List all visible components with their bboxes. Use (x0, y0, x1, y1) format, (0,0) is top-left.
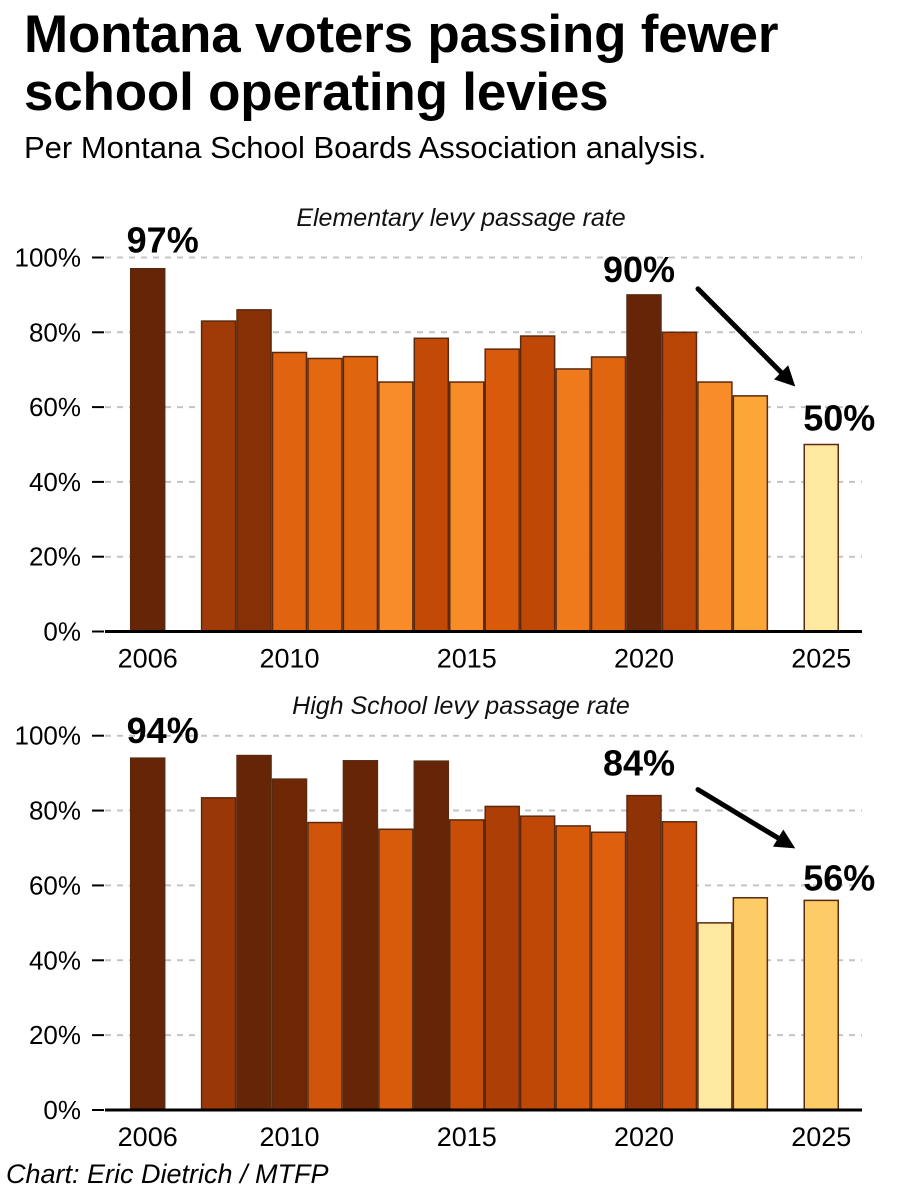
y-axis: 0% 20% 40% 60% 80% 100% (15, 721, 104, 1125)
bar-2009 (236, 754, 272, 1111)
bar-2020 (626, 294, 662, 633)
bar-2011 (307, 821, 343, 1111)
bar-2011 (307, 357, 343, 633)
bar-2023 (732, 395, 769, 633)
y-tick-label: 40% (29, 467, 81, 497)
y-tick-label: 20% (29, 542, 81, 572)
x-tick-label: 2010 (259, 644, 319, 674)
arrow-head-icon (774, 365, 796, 387)
x-tick-label: 2020 (614, 644, 674, 674)
bar-2014 (413, 760, 450, 1111)
panel-title-elementary: Elementary levy passage rate (296, 204, 625, 232)
data-label-2025: 56% (803, 857, 875, 898)
bar-2017 (519, 335, 556, 633)
data-label-2006: 94% (127, 710, 199, 751)
x-tick-label: 2006 (118, 644, 178, 674)
bar-2022 (697, 922, 733, 1111)
x-axis: 2006 2010 2015 2020 2025 (118, 1122, 852, 1152)
chart-credit: Chart: Eric Dietrich / MTFP (6, 1159, 329, 1189)
bar-2023 (732, 897, 769, 1111)
data-label-2006: 97% (127, 220, 199, 261)
bars (129, 754, 839, 1111)
bar-2016 (484, 348, 520, 633)
y-tick-label: 20% (29, 1020, 81, 1050)
x-tick-label: 2020 (614, 1122, 674, 1152)
bar-2010 (271, 351, 308, 633)
x-tick-label: 2015 (437, 644, 497, 674)
bar-2019 (590, 356, 627, 633)
bar-2010 (271, 778, 308, 1111)
panel-title-highschool: High School levy passage rate (292, 692, 630, 720)
trend-arrow (695, 787, 781, 841)
annotations: 97% 90% 50% (127, 220, 876, 439)
bar-2022 (697, 381, 733, 633)
arrow-head-icon (772, 829, 796, 849)
y-tick-label: 100% (15, 243, 82, 273)
bar-2008 (200, 797, 237, 1111)
y-tick-label: 0% (43, 1095, 81, 1125)
bar-2015 (449, 381, 485, 633)
y-tick-label: 80% (29, 317, 81, 347)
x-tick-label: 2025 (791, 1122, 851, 1152)
annotations: 94% 84% 56% (127, 710, 876, 898)
y-tick-label: 100% (15, 721, 82, 751)
y-tick-label: 60% (29, 870, 81, 900)
y-tick-label: 40% (29, 945, 81, 975)
bar-2025 (803, 443, 839, 633)
y-tick-label: 80% (29, 796, 81, 826)
chart-title: Montana voters passing fewer school oper… (24, 5, 779, 122)
x-axis: 2006 2010 2015 2020 2025 (118, 644, 852, 674)
y-tick-label: 60% (29, 392, 81, 422)
bar-2014 (413, 337, 450, 633)
bars (129, 267, 839, 633)
bar-2018 (555, 825, 591, 1111)
highschool-bar-chart: High School levy passage rate 0% 20% 40% 60… (15, 692, 876, 1152)
bar-2025 (803, 899, 839, 1111)
x-tick-label: 2006 (118, 1122, 178, 1152)
bar-2012 (342, 760, 379, 1111)
data-label-2020: 90% (603, 249, 675, 290)
bar-2016 (484, 805, 520, 1111)
y-axis: 0% 20% 40% 60% 80% 100% (15, 243, 104, 647)
y-tick-label: 0% (43, 617, 81, 647)
chart-subtitle: Per Montana School Boards Association an… (24, 130, 707, 165)
x-tick-label: 2025 (791, 644, 851, 674)
bar-2006 (129, 267, 166, 633)
bar-2008 (200, 320, 237, 633)
bar-2009 (236, 309, 272, 633)
bar-2020 (626, 794, 662, 1111)
bar-2013 (378, 381, 414, 633)
elementary-bar-chart: Elementary levy passage rate 0% 20% 40% 60%… (15, 204, 876, 674)
x-tick-label: 2015 (437, 1122, 497, 1152)
bar-2012 (342, 355, 379, 633)
bar-2006 (129, 757, 166, 1111)
bar-2013 (378, 828, 414, 1111)
bar-2017 (519, 815, 556, 1111)
bar-2019 (590, 831, 627, 1111)
data-label-2020: 84% (603, 743, 675, 784)
data-label-2025: 50% (803, 398, 875, 439)
bar-2018 (555, 368, 591, 633)
trend-arrow (695, 286, 784, 375)
bar-2015 (449, 819, 485, 1111)
bar-2021 (661, 331, 698, 633)
x-tick-label: 2010 (259, 1122, 319, 1152)
bar-2021 (661, 821, 698, 1111)
